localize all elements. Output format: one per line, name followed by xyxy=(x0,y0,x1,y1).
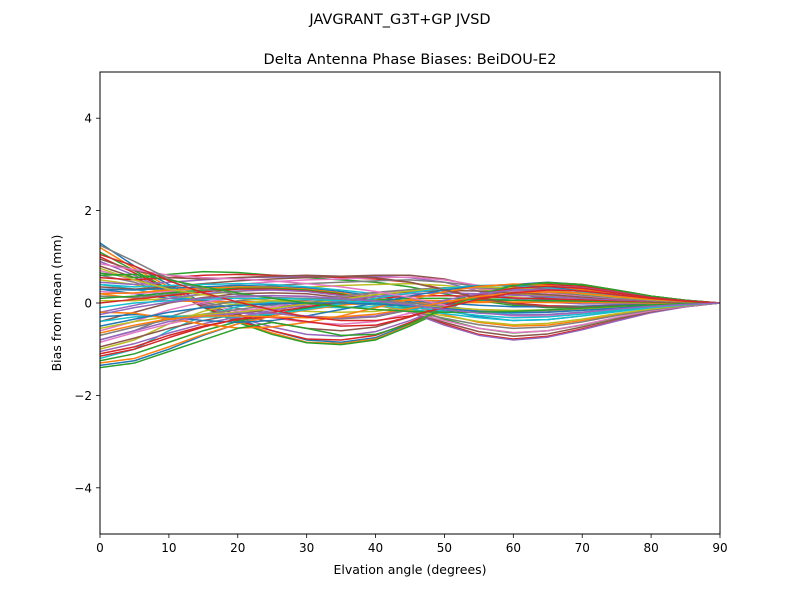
x-tick-label: 90 xyxy=(712,541,727,555)
x-tick-label: 30 xyxy=(299,541,314,555)
series-line xyxy=(100,297,720,362)
series-line xyxy=(100,294,720,334)
chart-title: Delta Antenna Phase Biases: BeiDOU-E2 xyxy=(264,52,557,68)
x-tick-label: 50 xyxy=(437,541,452,555)
x-tick-label: 70 xyxy=(575,541,590,555)
series-line xyxy=(100,299,720,350)
y-axis: −4 −2 0 2 4 xyxy=(74,112,100,495)
series-line xyxy=(100,285,720,355)
x-tick-label: 0 xyxy=(96,541,104,555)
x-tick-label: 20 xyxy=(230,541,245,555)
series-line xyxy=(100,291,720,334)
x-axis: 0 10 20 30 40 50 60 70 80 90 xyxy=(96,534,728,555)
series-layer xyxy=(100,242,720,369)
y-tick-label: 4 xyxy=(84,112,92,126)
x-tick-label: 60 xyxy=(506,541,521,555)
figure-suptitle: JAVGRANT_G3T+GP JVSD xyxy=(308,12,490,28)
series-line xyxy=(100,281,720,369)
y-tick-label: 0 xyxy=(84,297,92,311)
series-line xyxy=(100,302,720,327)
series-line xyxy=(100,273,720,313)
series-line xyxy=(100,253,720,322)
y-tick-label: −4 xyxy=(74,481,92,495)
y-tick-label: 2 xyxy=(84,204,92,218)
y-axis-label: Bias from mean (mm) xyxy=(49,235,64,372)
y-tick-label: −2 xyxy=(74,389,92,403)
x-axis-label: Elvation angle (degrees) xyxy=(333,562,486,577)
x-tick-label: 80 xyxy=(643,541,658,555)
series-line xyxy=(100,297,720,319)
series-line xyxy=(100,294,720,316)
x-tick-label: 10 xyxy=(161,541,176,555)
series-line xyxy=(100,299,720,364)
x-tick-label: 40 xyxy=(368,541,383,555)
